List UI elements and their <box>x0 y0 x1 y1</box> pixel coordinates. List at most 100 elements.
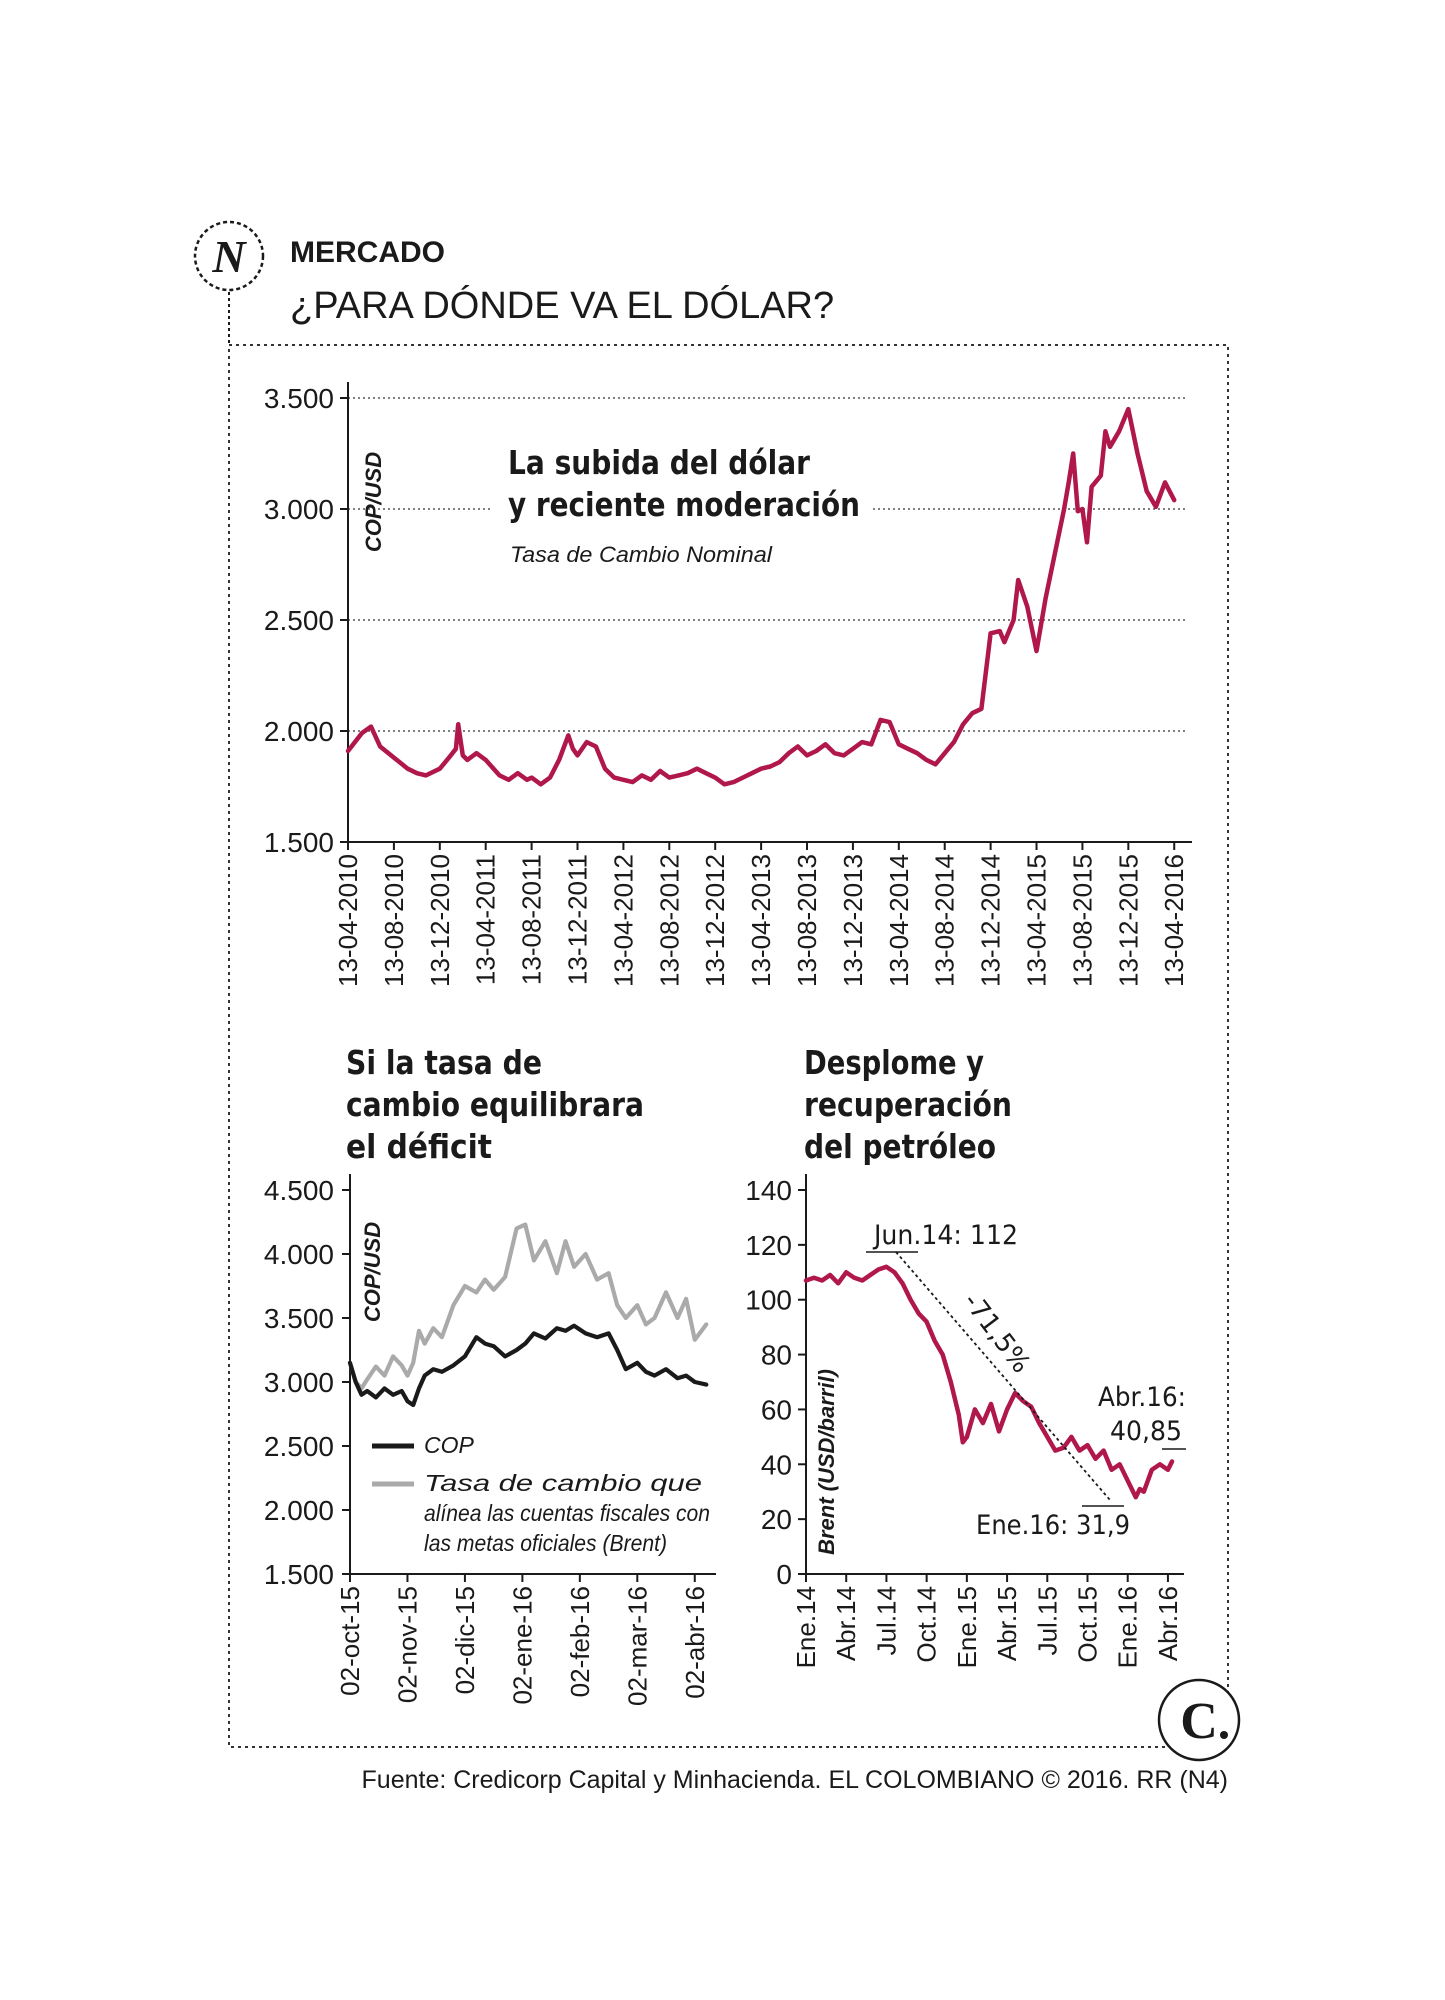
page-title: ¿PARA DÓNDE VA EL DÓLAR? <box>290 284 834 327</box>
x-tick-label: 02-nov-15 <box>392 1586 422 1703</box>
chart2-title-line1: Si la tasa de <box>346 1043 542 1082</box>
y-tick-label: 60 <box>761 1394 792 1425</box>
chart3-title-line1: Desplome y <box>804 1043 984 1082</box>
legend-label-brent-line1: Tasa de cambio que <box>424 1470 702 1496</box>
section-label: MERCADO <box>290 236 445 269</box>
chart1-title-line1: La subida del dólar <box>508 443 811 482</box>
x-tick-label: Ene.16 <box>1113 1586 1143 1668</box>
x-tick-label: Jul.14 <box>871 1586 901 1655</box>
x-tick-label: 02-oct-15 <box>335 1586 365 1696</box>
x-tick-label: 13-04-2014 <box>884 854 914 987</box>
chart-cop-usd-history: La subida del dólar y reciente moderació… <box>264 382 1192 987</box>
chart3-ylabel: Brent (USD/barril) <box>814 1369 839 1555</box>
y-tick-label: 2.500 <box>264 605 334 636</box>
legend-label-cop: COP <box>424 1432 475 1458</box>
y-tick-label: 80 <box>761 1340 792 1371</box>
footer: C Fuente: Credicorp Capital y Minhaciend… <box>362 1678 1241 1794</box>
y-tick-label: 0 <box>776 1559 792 1590</box>
chart2-title-line2: cambio equilibrara <box>346 1085 644 1124</box>
y-tick-label: 3.000 <box>264 494 334 525</box>
y-tick-label: 1.500 <box>264 1559 334 1590</box>
x-tick-label: Ene.15 <box>952 1586 982 1668</box>
chart3-title-line2: recuperación <box>804 1085 1012 1124</box>
chart1-subtitle: Tasa de Cambio Nominal <box>510 542 773 567</box>
x-tick-label: 13-12-2012 <box>700 854 730 987</box>
chart2-axes <box>349 1174 716 1575</box>
y-tick-label: 4.000 <box>264 1239 334 1270</box>
chart-brent-oil: Desplome y recuperación del petróleo Bre… <box>745 1043 1186 1668</box>
chart2-ylabel: COP/USD <box>360 1222 385 1322</box>
chart2-legend: COP Tasa de cambio que alínea las cuenta… <box>372 1432 716 1556</box>
series-line <box>347 1323 709 1408</box>
series-line <box>345 406 1177 787</box>
chart1-ylabel: COP/USD <box>361 452 386 552</box>
x-tick-label: Abr.16 <box>1153 1586 1183 1661</box>
chart2-series <box>347 1222 709 1408</box>
x-tick-label: 02-dic-15 <box>450 1586 480 1694</box>
brand-logo-circle <box>193 220 265 292</box>
y-tick-label: 1.500 <box>264 827 334 858</box>
legend-label-brent-line3: las metas oficiales (Brent) <box>424 1530 667 1556</box>
x-tick-label: Abr.15 <box>992 1586 1022 1661</box>
x-tick-label: Ene.14 <box>791 1586 821 1668</box>
x-tick-label: 02-mar-16 <box>622 1586 652 1706</box>
chart2-y-ticks: 1.500 2.000 2.500 3.000 3.500 4.000 4.500 <box>264 1175 350 1590</box>
y-tick-label: 20 <box>761 1504 792 1535</box>
source-credit: Fuente: Credicorp Capital y Minhacienda.… <box>362 1766 1228 1794</box>
content-frame <box>228 344 1229 1748</box>
legend-label-brent: Tasa de cambio que alínea las cuentas fi… <box>424 1470 716 1556</box>
chart3-title-line3: del petróleo <box>804 1127 996 1166</box>
y-tick-label: 100 <box>745 1285 792 1316</box>
x-tick-label: 13-04-2016 <box>1159 854 1189 987</box>
x-tick-label: 13-04-2011 <box>471 854 501 985</box>
series-line <box>803 1264 1175 1500</box>
y-tick-label: 3.500 <box>264 1303 334 1334</box>
chart1-gridlines <box>348 397 1188 732</box>
x-tick-label: 13-04-2013 <box>746 854 776 987</box>
y-tick-label: 2.000 <box>264 716 334 747</box>
x-tick-label: 13-08-2013 <box>792 854 822 987</box>
chart-equilibrium-rate: Si la tasa de cambio equilibrara el défi… <box>264 1043 716 1706</box>
y-tick-label: 140 <box>745 1175 792 1206</box>
chart1-title-line2: y reciente moderación <box>508 485 860 524</box>
x-tick-label: 02-ene-16 <box>507 1586 537 1705</box>
chart1-title-backdrop <box>490 438 870 538</box>
annotation-drop: -71,5% <box>957 1287 1036 1379</box>
chart2-x-ticks: 02-oct-15 02-nov-15 02-dic-15 02-ene-16 02-f… <box>335 1574 710 1706</box>
chart3-axes <box>805 1174 1184 1575</box>
chart3-y-ticks: 0 20 40 60 80 100 120 140 <box>745 1175 806 1590</box>
y-tick-label: 4.500 <box>264 1175 334 1206</box>
y-tick-label: 120 <box>745 1230 792 1261</box>
chart1-x-ticks: 13-04-2010 13-08-2010 13-12-2010 13-04-2011… <box>333 842 1189 987</box>
drop-trend-line <box>895 1251 1111 1501</box>
x-tick-label: 13-12-2014 <box>976 854 1006 987</box>
chart1-axes <box>347 382 1192 843</box>
x-tick-label: 13-12-2015 <box>1113 854 1143 987</box>
x-tick-label: 13-12-2013 <box>838 854 868 987</box>
x-tick-label: 13-12-2011 <box>563 854 593 985</box>
x-tick-label: Oct.14 <box>912 1586 942 1663</box>
chart1-series <box>345 406 1177 787</box>
x-tick-label: 02-abr-16 <box>680 1586 710 1699</box>
footer-logo-letter: C <box>1180 1693 1218 1750</box>
x-tick-label: 13-08-2014 <box>930 854 960 987</box>
x-tick-label: Abr.14 <box>831 1586 861 1661</box>
x-tick-label: 13-12-2010 <box>425 854 455 987</box>
y-tick-label: 2.000 <box>264 1495 334 1526</box>
x-tick-label: 13-08-2011 <box>517 854 547 985</box>
y-tick-label: 3.500 <box>264 383 334 414</box>
x-tick-label: Jul.15 <box>1032 1586 1062 1655</box>
annotation-latest-line2: 40,85 <box>1110 1416 1182 1447</box>
chart2-title-line3: el déficit <box>346 1127 492 1166</box>
legend-label-brent-line2: alínea las cuentas fiscales con <box>424 1500 710 1526</box>
x-tick-label: 13-08-2015 <box>1067 854 1097 987</box>
x-tick-label: 13-04-2015 <box>1022 854 1052 987</box>
y-tick-label: 3.000 <box>264 1367 334 1398</box>
annotation-latest-line1: Abr.16: <box>1098 1382 1186 1413</box>
footer-logo-dot <box>1220 1731 1228 1739</box>
x-tick-label: 02-feb-16 <box>565 1586 595 1697</box>
chart3-series <box>803 1264 1175 1500</box>
x-tick-label: 13-08-2010 <box>379 854 409 987</box>
x-tick-label: 13-08-2012 <box>654 854 684 987</box>
